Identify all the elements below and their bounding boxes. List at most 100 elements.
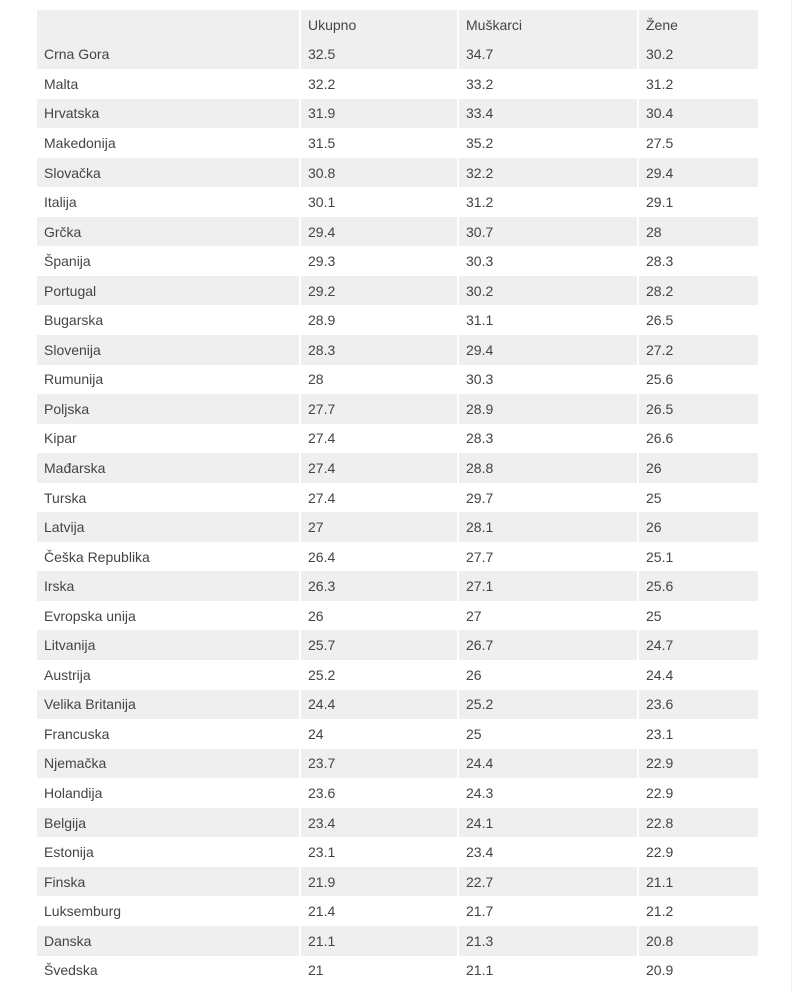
cell-women: 20.8 (637, 925, 758, 956)
cell-men: 28.1 (457, 512, 638, 542)
cell-total: 21.1 (299, 925, 458, 956)
cell-total: 27.4 (299, 423, 458, 454)
table-row: Evropska unija 26 27 25 (37, 600, 758, 631)
cell-women: 26 (637, 512, 758, 542)
cell-men: 31.2 (457, 187, 638, 217)
cell-total: 26 (299, 600, 458, 631)
cell-total: 26.3 (299, 571, 458, 601)
cell-country: Finska (37, 866, 300, 897)
table-row: Estonija 23.1 23.4 22.9 (37, 837, 758, 867)
cell-country: Austrija (37, 660, 300, 690)
cell-men: 30.7 (457, 216, 638, 247)
cell-women: 26.5 (637, 305, 758, 336)
cell-women: 25.6 (637, 571, 758, 601)
cell-country: Estonija (37, 837, 300, 867)
table-row: Velika Britanija 24.4 25.2 23.6 (37, 689, 758, 720)
cell-women: 22.8 (637, 807, 758, 838)
table-row: Rumunija 28 30.3 25.6 (37, 364, 758, 395)
cell-men: 24.3 (457, 778, 638, 808)
cell-total: 29.2 (299, 275, 458, 306)
cell-men: 31.1 (457, 305, 638, 336)
cell-men: 33.2 (457, 69, 638, 99)
cell-country: Španija (37, 246, 300, 276)
cell-men: 27.1 (457, 571, 638, 601)
cell-country: Slovačka (37, 157, 300, 188)
cell-country: Rumunija (37, 364, 300, 395)
cell-total: 31.5 (299, 128, 458, 158)
table-row: Finska 21.9 22.7 21.1 (37, 866, 758, 897)
cell-women: 30.2 (637, 39, 758, 70)
cell-women: 26.6 (637, 423, 758, 454)
cell-women: 29.1 (637, 187, 758, 217)
table-row: Luksemburg 21.4 21.7 21.2 (37, 896, 758, 926)
header-total: Ukupno (299, 10, 458, 40)
cell-women: 25.1 (637, 541, 758, 572)
cell-women: 23.1 (637, 719, 758, 749)
table-row: Francuska 24 25 23.1 (37, 719, 758, 749)
cell-country: Kipar (37, 423, 300, 454)
cell-country: Bugarska (37, 305, 300, 336)
cell-men: 29.4 (457, 335, 638, 365)
cell-total: 28.3 (299, 335, 458, 365)
cell-women: 24.7 (637, 630, 758, 661)
cell-men: 27.7 (457, 541, 638, 572)
cell-women: 22.9 (637, 748, 758, 779)
cell-women: 23.6 (637, 689, 758, 720)
table-row: Crna Gora 32.5 34.7 30.2 (37, 39, 758, 70)
table-row: Španija 29.3 30.3 28.3 (37, 246, 758, 276)
cell-women: 25.6 (637, 364, 758, 395)
cell-men: 30.3 (457, 246, 638, 276)
cell-men: 22.7 (457, 866, 638, 897)
cell-men: 35.2 (457, 128, 638, 158)
table-row: Danska 21.1 21.3 20.8 (37, 925, 758, 956)
cell-total: 32.2 (299, 69, 458, 99)
cell-total: 23.6 (299, 778, 458, 808)
cell-men: 23.4 (457, 837, 638, 867)
table-row: Malta 32.2 33.2 31.2 (37, 69, 758, 99)
cell-men: 25.2 (457, 689, 638, 720)
cell-total: 27.7 (299, 394, 458, 424)
table-row: Latvija 27 28.1 26 (37, 512, 758, 542)
cell-men: 26 (457, 660, 638, 690)
cell-men: 32.2 (457, 157, 638, 188)
cell-total: 24 (299, 719, 458, 749)
header-men: Muškarci (457, 10, 638, 40)
cell-total: 30.1 (299, 187, 458, 217)
cell-total: 24.4 (299, 689, 458, 720)
table-row: Poljska 27.7 28.9 26.5 (37, 394, 758, 424)
cell-total: 26.4 (299, 541, 458, 572)
cell-country: Poljska (37, 394, 300, 424)
table-row: Belgija 23.4 24.1 22.8 (37, 807, 758, 838)
cell-men: 29.7 (457, 482, 638, 513)
cell-total: 27.4 (299, 453, 458, 483)
cell-total: 21.9 (299, 866, 458, 897)
table-row: Slovačka 30.8 32.2 29.4 (37, 157, 758, 188)
cell-men: 24.4 (457, 748, 638, 779)
cell-total: 28 (299, 364, 458, 395)
cell-country: Slovenija (37, 335, 300, 365)
cell-total: 25.2 (299, 660, 458, 690)
cell-country: Portugal (37, 275, 300, 306)
table-row: Litvanija 25.7 26.7 24.7 (37, 630, 758, 661)
cell-country: Mađarska (37, 453, 300, 483)
cell-men: 33.4 (457, 98, 638, 129)
cell-women: 25 (637, 600, 758, 631)
header-country (37, 10, 300, 40)
cell-total: 30.8 (299, 157, 458, 188)
cell-country: Danska (37, 925, 300, 956)
cell-total: 31.9 (299, 98, 458, 129)
table-row: Irska 26.3 27.1 25.6 (37, 571, 758, 601)
cell-country: Švedska (37, 955, 300, 986)
cell-total: 29.3 (299, 246, 458, 276)
cell-men: 28.8 (457, 453, 638, 483)
cell-total: 23.7 (299, 748, 458, 779)
page-edge (791, 0, 792, 992)
cell-total: 27 (299, 512, 458, 542)
cell-men: 21.7 (457, 896, 638, 926)
cell-country: Luksemburg (37, 896, 300, 926)
cell-country: Holandija (37, 778, 300, 808)
cell-country: Litvanija (37, 630, 300, 661)
cell-men: 27 (457, 600, 638, 631)
cell-country: Irska (37, 571, 300, 601)
table-row: Bugarska 28.9 31.1 26.5 (37, 305, 758, 336)
